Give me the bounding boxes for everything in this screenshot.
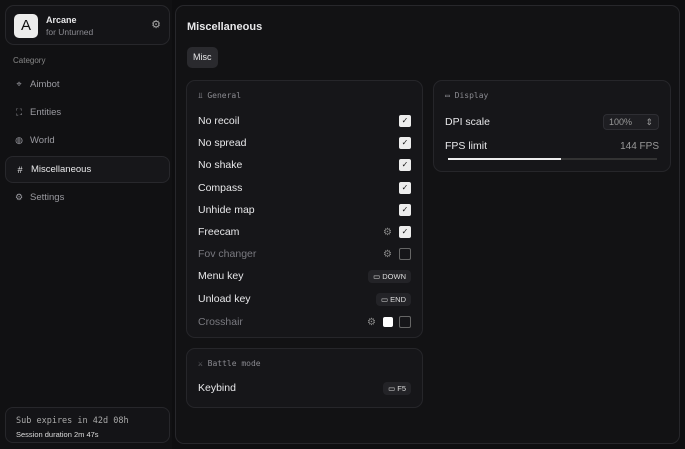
general-card: ⫫ General No recoil ✓ No spread ✓ No shake ✓ C…	[186, 80, 423, 338]
checkbox[interactable]: ✓	[399, 137, 411, 149]
fps-label: FPS limit	[445, 140, 487, 152]
key-label: END	[390, 294, 406, 304]
grid-icon: #	[17, 164, 23, 175]
sidebar-item-label: Settings	[30, 192, 65, 203]
setting-row: Unload key ▭ END	[198, 290, 411, 308]
crosshair-icon: ⌖	[16, 79, 22, 89]
key-label: DOWN	[382, 271, 406, 281]
sidebar-item-aimbot[interactable]: ⌖ Aimbot	[5, 71, 170, 98]
checkbox[interactable]	[399, 248, 411, 260]
gear-icon[interactable]: ⚙	[383, 226, 392, 238]
display-header: ▭ Display	[445, 91, 489, 100]
color-swatch[interactable]	[383, 317, 393, 327]
general-header: ⫫ General	[198, 91, 242, 100]
sidebar-item-label: World	[30, 135, 55, 146]
checkbox[interactable]: ✓	[399, 159, 411, 171]
monitor-icon: ▭	[445, 91, 455, 100]
checkbox[interactable]: ✓	[399, 204, 411, 216]
globe-icon: ◍	[15, 135, 23, 145]
battle-mode-header: ⚔ Battle mode	[198, 359, 261, 368]
subscription-card: Sub expires in 42d 08h Session duration …	[5, 407, 170, 443]
setting-label: Unhide map	[198, 204, 255, 216]
keybind-row: Keybind ▭ F5	[198, 379, 411, 397]
keybind-button[interactable]: ▭ F5	[383, 381, 411, 395]
setting-label: Menu key	[198, 270, 244, 282]
dpi-select[interactable]: 100% ⇕	[603, 114, 659, 130]
app-logo: A	[14, 14, 38, 38]
setting-row: Fov changer ⚙	[198, 245, 411, 263]
setting-label: Unload key	[198, 293, 251, 305]
checkbox[interactable]	[399, 316, 411, 328]
sidebar: A Arcane for Unturned ⚙ Category ⌖ Aimbot…	[0, 0, 172, 449]
checkbox[interactable]: ✓	[399, 115, 411, 127]
sub-expires: Sub expires in 42d 08h	[16, 416, 129, 426]
sidebar-item-label: Miscellaneous	[31, 164, 92, 175]
setting-label: No shake	[198, 159, 243, 171]
category-label: Category	[13, 56, 46, 65]
checkbox[interactable]: ✓	[399, 226, 411, 238]
page-title: Miscellaneous	[187, 21, 263, 33]
sidebar-item-label: Aimbot	[30, 79, 60, 90]
session-duration: Session duration 2m 47s	[16, 430, 99, 439]
setting-row: No recoil ✓	[198, 112, 411, 130]
sidebar-item-miscellaneous[interactable]: # Miscellaneous	[5, 156, 170, 183]
fps-row: FPS limit 144 FPS	[445, 137, 659, 155]
gear-icon[interactable]: ⚙	[367, 316, 376, 328]
tab-misc[interactable]: Misc	[187, 47, 218, 68]
dpi-row: DPI scale 100% ⇕	[445, 113, 659, 131]
keybind-button[interactable]: ▭ END	[375, 292, 411, 306]
gear-icon: ⚙	[14, 192, 24, 202]
key-label: F5	[397, 383, 406, 393]
app-subtitle: for Unturned	[46, 27, 94, 37]
fps-value: 144 FPS	[620, 140, 659, 152]
setting-label: No spread	[198, 137, 247, 149]
sidebar-item-world[interactable]: ◍ World	[5, 127, 170, 154]
app-title: Arcane	[46, 15, 77, 25]
setting-label: Fov changer	[198, 248, 257, 260]
setting-label: Crosshair	[198, 316, 243, 328]
checkbox[interactable]: ✓	[399, 182, 411, 194]
setting-label: No recoil	[198, 115, 240, 127]
setting-row: Menu key ▭ DOWN	[198, 267, 411, 285]
sidebar-item-settings[interactable]: ⚙ Settings	[5, 184, 170, 211]
fps-slider-fill	[448, 158, 561, 160]
display-card: ▭ Display DPI scale 100% ⇕ FPS limit 144 FP…	[433, 80, 671, 172]
gear-icon[interactable]: ⚙	[383, 248, 392, 260]
sidebar-item-label: Entities	[30, 107, 62, 118]
setting-row: Crosshair ⚙	[198, 313, 411, 331]
setting-label: Compass	[198, 182, 243, 194]
battle-mode-icon: ⚔	[198, 359, 208, 368]
setting-label: Freecam	[198, 226, 240, 238]
chevron-updown-icon: ⇕	[645, 116, 653, 127]
brand-card: A Arcane for Unturned ⚙	[5, 5, 170, 45]
general-icon: ⫫	[198, 91, 208, 100]
battle-mode-card: ⚔ Battle mode Keybind ▭ F5	[186, 348, 423, 408]
main-panel: Miscellaneous Misc ⫫ General No recoil ✓ N…	[175, 5, 680, 444]
gear-icon[interactable]: ⚙	[151, 19, 161, 31]
setting-row: No shake ✓	[198, 156, 411, 174]
setting-row: Compass ✓	[198, 179, 411, 197]
keybind-label: Keybind	[198, 382, 236, 394]
setting-row: Freecam ⚙ ✓	[198, 223, 411, 241]
fps-slider[interactable]	[448, 158, 657, 160]
sidebar-item-entities[interactable]: ⛶ Entities	[5, 99, 170, 126]
entities-icon: ⛶	[15, 107, 23, 117]
setting-row: No spread ✓	[198, 134, 411, 152]
keybind-button[interactable]: ▭ DOWN	[368, 269, 411, 283]
setting-row: Unhide map ✓	[198, 201, 411, 219]
dpi-value: 100%	[609, 117, 633, 127]
dpi-label: DPI scale	[445, 116, 490, 128]
